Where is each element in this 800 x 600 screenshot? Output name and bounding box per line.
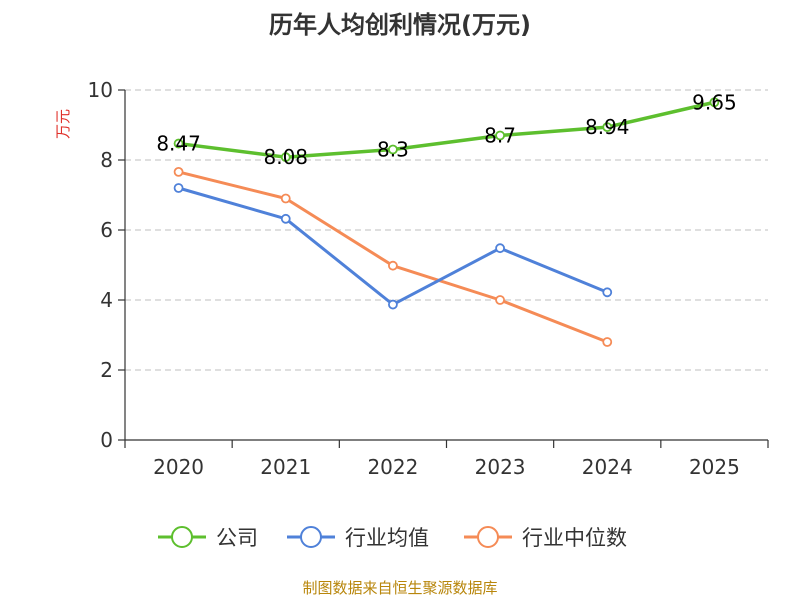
y-tick-label: 10 (88, 78, 113, 102)
data-point (173, 166, 184, 177)
source-note: 制图数据来自恒生聚源数据库 (302, 579, 497, 597)
y-tick-label: 4 (100, 288, 113, 312)
y-tick-label: 8 (100, 148, 113, 172)
legend-item: 行业均值 (287, 526, 429, 550)
legend-label: 行业均值 (345, 526, 429, 550)
y-tick-label: 6 (100, 218, 113, 242)
data-labels: 8.47 8.08 8.3 8.7 8.94 9.65 (156, 90, 736, 169)
data-label: 8.94 (585, 115, 630, 139)
legend-item: 公司 (158, 526, 258, 550)
y-tick-label: 2 (100, 358, 113, 382)
legend-marker (477, 526, 499, 548)
data-point (280, 152, 291, 163)
x-tick-label: 2024 (582, 455, 633, 479)
data-label: 9.65 (692, 90, 737, 114)
grid-lines (125, 89, 768, 371)
data-point (495, 130, 505, 141)
data-point (280, 213, 291, 224)
series-line-2 (178, 170, 608, 344)
y-tick-label: 0 (100, 428, 113, 452)
axes: 0 2 4 6 8 10 2020 2021 2022 2023 2024 2025 (88, 78, 769, 479)
data-point (495, 295, 505, 305)
legend-marker (300, 526, 322, 548)
legend-item: 行业中位数 (464, 526, 627, 550)
x-tick-label: 2022 (367, 455, 418, 479)
series-lines (173, 97, 720, 347)
chart-title: 历年人均创利情况(万元) (269, 11, 531, 39)
legend-label: 公司 (216, 526, 258, 550)
y-axis-unit: 万元 (54, 109, 72, 139)
legend-marker (171, 526, 193, 548)
x-tick-label: 2025 (689, 455, 740, 479)
data-point (388, 299, 398, 310)
data-label: 8.3 (377, 138, 409, 162)
data-point (602, 287, 613, 298)
data-point (388, 144, 398, 155)
x-tick-label: 2023 (475, 455, 526, 479)
series-line-1 (178, 186, 608, 307)
x-tick-label: 2020 (153, 455, 204, 479)
data-label: 8.47 (156, 132, 201, 156)
data-point (173, 138, 184, 149)
legend-label: 行业中位数 (522, 526, 627, 550)
data-point (388, 260, 398, 271)
data-point (280, 193, 291, 204)
data-point (173, 183, 184, 193)
data-label: 8.08 (263, 145, 308, 169)
x-tick-label: 2021 (260, 455, 311, 479)
data-point (709, 97, 720, 108)
data-point (602, 122, 613, 132)
data-point (495, 243, 505, 254)
data-label: 8.7 (484, 124, 516, 148)
data-point (602, 337, 613, 347)
legend: 公司 行业均值 行业中位数 (158, 526, 627, 550)
series-line-0 (178, 100, 715, 159)
